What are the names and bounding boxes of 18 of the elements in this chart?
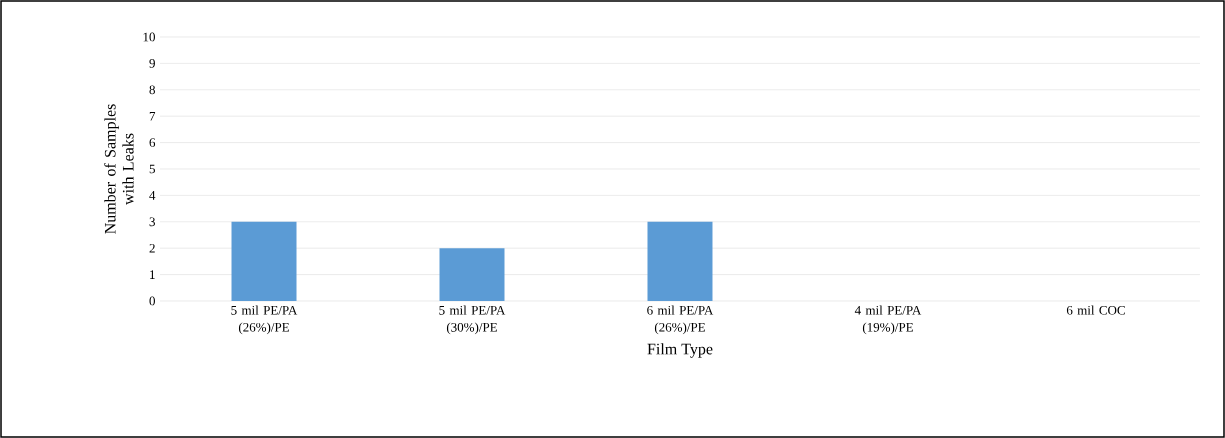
y-tick-label: 1 — [150, 270, 155, 279]
y-tick-label: 5 — [149, 164, 155, 174]
y-tick-label: 2 — [149, 243, 155, 253]
x-tick-label: 6 mil PE/PA (26%)/PE — [647, 305, 714, 335]
y-tick-label: 9 — [149, 59, 155, 68]
y-axis-title: Number of Samples with Leaks — [104, 104, 134, 234]
y-tick-label: 0 — [149, 296, 155, 306]
y-tick-label: 8 — [149, 85, 155, 95]
x-axis-title: Film Type — [647, 343, 713, 358]
y-tick-label: 3 — [149, 217, 155, 227]
x-tick-label: 4 mil PE/PA (19%)/PE — [854, 305, 922, 335]
y-tick-label: 6 — [149, 138, 156, 147]
y-tick-label: 4 — [149, 191, 156, 200]
y-tick-label: 7 — [149, 111, 156, 121]
x-tick-label: 5 mil PE/PA (26%)/PE — [231, 305, 298, 335]
x-tick-label: 5 mil PE/PA (30%)/PE — [439, 305, 506, 335]
y-tick-label: 10 — [143, 32, 155, 42]
x-tick-label: 6 mil COC — [1066, 305, 1125, 315]
